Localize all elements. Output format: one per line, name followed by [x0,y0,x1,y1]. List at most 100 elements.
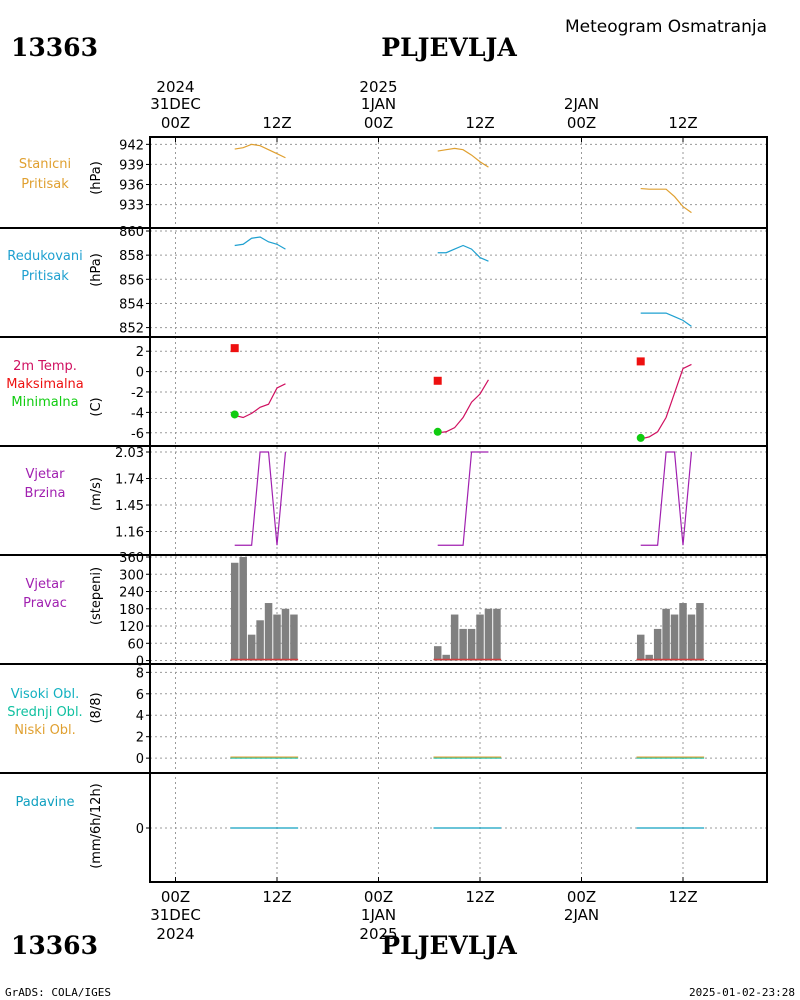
time-label-hour: 00Z [567,114,596,132]
time-label-year: 2024 [156,78,194,96]
y-tick-label: 6 [136,688,144,703]
panel-label-line: Visoki Obl. [11,687,79,702]
y-tick-label: 0 [136,752,144,767]
time-label-date: 1JAN [361,95,396,113]
y-tick-label: 360 [119,551,144,566]
wind-direction-bar [484,608,493,661]
wind-direction-bar [230,562,239,661]
wind-direction-bar [493,608,501,661]
panel-label-line: Srednji Obl. [7,705,82,720]
y-tick-label: 240 [119,586,144,601]
y-tick-label: 1.74 [115,473,144,488]
series-line [234,383,286,419]
time-label-hour: 00Z [567,888,596,906]
time-label-year: 2024 [156,925,194,943]
wind-speed-line [437,451,489,546]
y-tick-label: 0 [136,655,144,670]
y-tick-label: 2 [136,345,144,360]
y-tick-label: 0 [136,366,144,381]
time-label-hour: 00Z [364,888,393,906]
wind-direction-bar [442,654,450,661]
panel-label-line: Padavine [16,795,75,810]
tmax-marker [636,357,645,366]
y-tick-label: 2.03 [115,446,144,461]
panel-label-line: Pritisak [21,177,69,192]
y-tick-label: 8 [136,666,144,681]
time-label-hour: 00Z [161,114,190,132]
series-line [437,379,489,434]
unit-label: (hPa) [89,253,104,287]
y-tick-label: 120 [119,620,144,635]
unit-label: (mm/6h/12h) [89,783,104,869]
series-line [640,363,692,440]
timestamp-text: 2025-01-02-23:28 [689,986,795,999]
wind-direction-bar [653,628,662,661]
wind-direction-bar [450,614,459,661]
credit-text: GrADS: COLA/IGES [5,986,111,999]
series-line [437,147,489,168]
y-tick-label: 300 [119,568,144,583]
y-tick-label: 2 [136,731,144,746]
time-label-hour: 12Z [465,888,494,906]
meteogram-title: Meteogram Osmatranja [565,17,767,37]
wind-direction-bar [696,603,704,661]
y-tick-label: -2 [131,386,144,401]
series-line [234,236,286,250]
wind-direction-bar [433,646,442,661]
series-line [640,187,692,214]
wind-direction-bar [636,634,645,661]
y-tick-label: 1.45 [115,499,144,514]
panel-label-line: Minimalna [11,395,78,410]
time-label-hour: 12Z [262,888,291,906]
y-tick-label: 60 [127,637,144,652]
time-label-date: 31DEC [150,95,201,113]
wind-speed-line [640,451,693,546]
wind-direction-bar [670,614,679,661]
panel-label-line: Maksimalna [6,377,84,392]
unit-label: (m/s) [89,477,104,511]
y-tick-label: -6 [131,427,144,442]
tmax-marker [230,344,239,353]
y-tick-label: 854 [119,297,144,312]
y-tick-label: 942 [119,138,144,153]
wind-direction-bar [264,603,273,661]
y-tick-label: -4 [131,406,144,421]
panel-label-line: Brzina [25,486,66,501]
panel-frame [149,445,768,556]
y-tick-label: 4 [136,709,144,724]
time-label-date: 1JAN [361,906,396,924]
wind-direction-bar [290,614,298,661]
unit-label: (stepeni) [89,567,104,625]
wind-direction-bar [273,614,281,661]
panel-label-line: Vjetar [26,467,66,482]
unit-label: (hPa) [89,161,104,195]
station-id-bottom: 13363 [11,931,98,960]
y-tick-label: 858 [119,249,144,264]
time-label-date: 2JAN [564,906,599,924]
time-label-hour: 12Z [465,114,494,132]
time-label-year: 2025 [359,925,397,943]
wind-direction-bar [281,608,290,661]
series-line [437,244,489,262]
y-tick-label: 939 [119,158,144,173]
unit-label: (8/8) [89,692,104,723]
wind-direction-bar [662,608,670,661]
wind-direction-bar [645,654,653,661]
tmin-marker [433,427,442,436]
time-label-hour: 12Z [668,114,697,132]
time-label-hour: 12Z [262,114,291,132]
time-label-hour: 00Z [364,114,393,132]
y-tick-label: 0 [136,822,144,837]
wind-direction-bar [679,603,687,661]
y-tick-label: 933 [119,199,144,214]
y-tick-label: 1.16 [115,526,144,541]
panel-label-line: Pritisak [21,269,69,284]
panel-label-line: Niski Obl. [14,723,76,738]
wind-direction-bar [467,628,476,661]
station-name-top: PLJEVLJA [381,33,517,62]
y-tick-label: 936 [119,179,144,194]
panel-label-line: 2m Temp. [13,359,77,374]
chart-marks: Stanicni Pritisak (hPa) 942 939 936 933 Redukov… [0,78,768,943]
panel-label-line: Redukovani [7,249,82,264]
